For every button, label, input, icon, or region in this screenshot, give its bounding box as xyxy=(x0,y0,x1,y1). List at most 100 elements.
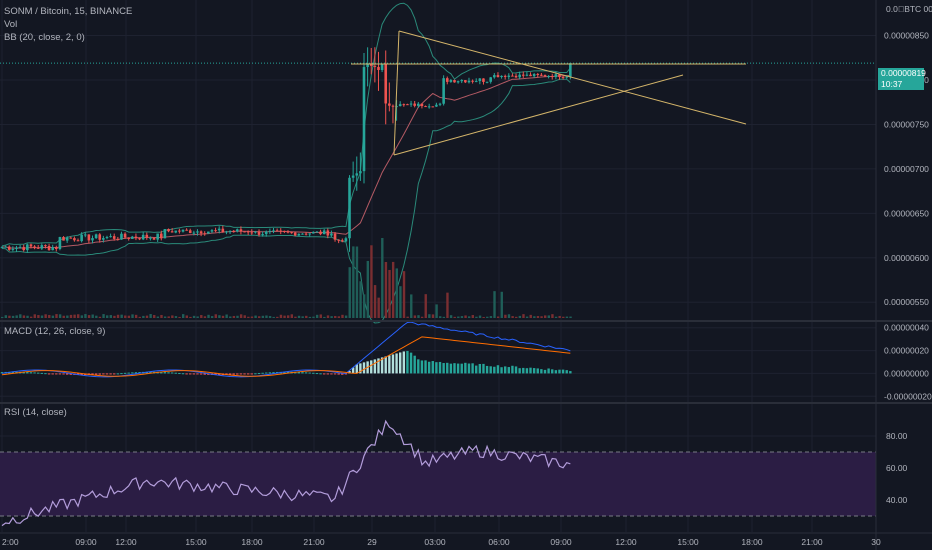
volume-bar xyxy=(515,316,518,318)
candle-body xyxy=(565,76,569,78)
candle-body xyxy=(286,231,290,233)
macd-histogram-bar xyxy=(138,372,141,374)
macd-histogram-bar xyxy=(561,369,565,374)
volume-bar xyxy=(55,314,58,318)
candle-body xyxy=(369,63,373,66)
volume-bar xyxy=(544,315,547,318)
volume-bar xyxy=(344,315,348,318)
macd-histogram-bar xyxy=(569,371,572,374)
candle-body xyxy=(254,231,257,233)
volume-label: Vol xyxy=(4,19,18,30)
candle-body xyxy=(221,228,225,233)
macd-histogram-bar xyxy=(467,363,471,374)
volume-bar xyxy=(102,314,105,318)
macd-histogram-bar xyxy=(475,365,478,374)
macd-histogram-bar xyxy=(102,373,105,375)
candle-body xyxy=(333,233,337,240)
time-tick-label: 15:00 xyxy=(185,537,207,547)
macd-histogram-bar xyxy=(565,370,568,374)
candle-body xyxy=(453,80,456,83)
volume-bar xyxy=(283,315,286,318)
candle-body xyxy=(250,232,254,234)
volume-bar xyxy=(308,316,312,318)
bb-label: BB (20, close, 2, 0) xyxy=(4,32,85,43)
candle-body xyxy=(207,231,210,234)
candle-body xyxy=(384,64,388,104)
candle-body xyxy=(44,245,47,247)
candle-body xyxy=(514,75,518,78)
volume-bar xyxy=(51,315,55,318)
macd-tick-label: 0.00000020 xyxy=(884,346,929,356)
candle-body xyxy=(40,245,44,249)
volume-bar xyxy=(377,297,380,318)
volume-bar xyxy=(33,314,36,318)
volume-bar xyxy=(200,315,203,318)
macd-legend[interactable]: MACD (12, 26, close, 9) xyxy=(4,326,109,337)
volume-bar xyxy=(565,316,569,318)
volume-bar xyxy=(243,315,246,318)
candle-body xyxy=(174,230,178,233)
price-axis[interactable]: 0.0 BTC 000.000008500.000008000.00000750… xyxy=(884,4,932,307)
candle-body xyxy=(261,234,264,236)
candlesticks[interactable] xyxy=(0,47,876,253)
macd-histogram-bar xyxy=(236,373,239,375)
volume-bar xyxy=(475,316,478,318)
volume-bar xyxy=(8,315,11,318)
macd-histogram-bar xyxy=(91,373,94,375)
bb-legend[interactable]: BB (20, close, 2, 0) xyxy=(4,32,89,43)
macd-histogram-bar xyxy=(98,373,101,375)
volume-bar xyxy=(77,314,80,318)
candle-body xyxy=(540,74,543,76)
volume-bar xyxy=(428,314,431,318)
volume-bar xyxy=(384,261,388,318)
candle-body xyxy=(424,106,427,108)
volume-bar xyxy=(446,292,449,318)
candle-body xyxy=(170,231,174,233)
macd-histogram-bar xyxy=(174,372,177,374)
candle-body xyxy=(152,237,156,240)
price-tick-label: 0.00000700 xyxy=(884,164,929,174)
macd-histogram-bar xyxy=(167,372,170,374)
candle-body xyxy=(456,81,460,83)
candle-body xyxy=(337,239,340,241)
candle-body xyxy=(355,173,359,176)
macd-histogram-bar xyxy=(453,363,456,374)
volume-bar xyxy=(58,314,62,318)
volume-bar xyxy=(149,314,152,318)
candle-body xyxy=(145,234,149,238)
volume-legend[interactable]: Vol xyxy=(4,19,21,30)
volume-bar xyxy=(395,268,398,318)
volume-bar xyxy=(305,315,308,318)
macd-histogram-bar xyxy=(297,371,301,374)
volume-bar xyxy=(558,315,561,318)
volume-bar xyxy=(250,316,254,318)
volume-bar xyxy=(87,315,91,318)
volume-bar xyxy=(91,314,94,318)
rsi-axis[interactable]: 80.00 60.00 40.00 xyxy=(886,431,908,505)
candle-body xyxy=(373,65,377,67)
volume-bar xyxy=(182,314,185,318)
time-tick-label: 18:00 xyxy=(741,537,763,547)
macd-histogram-bar xyxy=(536,368,539,374)
time-axis[interactable]: 2:00 09:00 12:00 15:00 18:00 21:00 29 03:00 06:0… xyxy=(2,537,881,547)
candle-body xyxy=(442,78,445,104)
candle-body xyxy=(22,247,26,251)
volume-bar xyxy=(116,314,120,318)
candle-body xyxy=(409,103,413,105)
candle-body xyxy=(362,67,366,172)
macd-histogram-bar xyxy=(496,365,500,374)
rsi-legend[interactable]: RSI (14, close) xyxy=(4,407,71,418)
volume-bar xyxy=(247,316,250,318)
triangle-trendlines[interactable] xyxy=(351,30,747,156)
symbol-legend[interactable]: SONM / Bitcoin, 15, BINANCE xyxy=(4,6,136,17)
volume-bar xyxy=(471,315,474,318)
macd-histogram-bar xyxy=(380,357,384,374)
candle-body xyxy=(188,230,192,234)
macd-histogram-bar xyxy=(47,373,51,375)
candle-body xyxy=(344,238,348,242)
macd-axis[interactable]: 0.00000040 0.00000020 0.00000000 -0.0000002… xyxy=(884,323,932,402)
macd-histogram-bar xyxy=(409,352,413,374)
volume-bar xyxy=(486,316,489,318)
